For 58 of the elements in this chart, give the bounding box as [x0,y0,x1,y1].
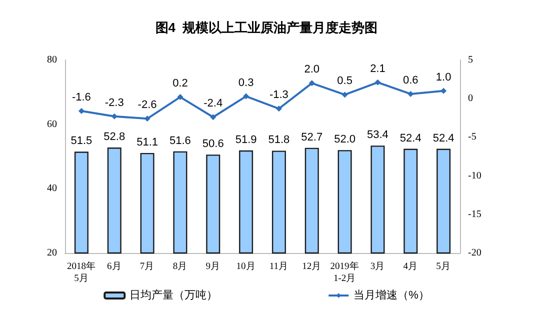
x-tick-label: 7月 [140,261,155,272]
y2-tick-label: -15 [468,208,482,220]
y2-tick-label: 5 [468,54,473,66]
y-tick-label: 60 [47,118,57,130]
point [440,88,447,94]
x-tick-label: 10月 [236,261,256,272]
data-label: 50.6 [202,138,224,150]
x-tick-label: 9月 [206,261,220,272]
data-label: 52.4 [432,132,454,144]
chart-title: 图4 规模以上工业原油产量月度走势图 [155,20,378,35]
y-tick-label: 20 [47,248,57,258]
point [308,80,315,86]
x-tick-label: 6月 [107,261,122,272]
data-label: 2.0 [304,64,320,76]
data-label: 0.3 [238,76,254,89]
data-label: 51.8 [268,134,290,146]
legend-label: 当月增速（%） [354,288,430,302]
data-label: 53.4 [366,129,388,142]
y2-tick-label: 0 [468,93,473,104]
x-tick-label: 2018年 5月 [66,260,96,284]
x-tick-label: 11月 [269,261,289,272]
x-tick-label: 4月 [403,261,418,272]
data-label: 51.9 [235,134,257,146]
x-tick-label: 8月 [172,261,188,272]
data-label: 1.0 [436,71,452,84]
data-label: 52.8 [104,130,126,143]
data-label: 52.4 [400,132,422,144]
point [374,79,381,86]
y2-tick-label: -20 [468,248,482,258]
x-tick-label: 2019年 1-2月 [330,260,360,284]
point [78,108,84,114]
data-label: -2.3 [104,96,124,109]
y2-tick-label: -5 [468,132,476,143]
data-label: -1.6 [72,91,91,104]
data-label: -2.6 [138,99,157,112]
point [342,92,348,98]
legend-label: 日均产量（万吨） [130,288,218,302]
data-label: 51.5 [70,135,92,148]
data-label: 2.1 [370,62,386,75]
point [177,94,184,100]
x-tick-label: 3月 [370,261,386,272]
data-label: 0.2 [172,78,188,90]
y2-tick-label: -10 [468,170,482,182]
x-tick-label: 5月 [436,261,451,272]
y-tick-label: 80 [47,54,57,66]
data-label: -1.3 [269,89,288,102]
point [276,106,282,112]
data-label: 0.6 [402,74,418,86]
data-label: 51.6 [169,134,191,147]
x-tick-label: 12月 [302,261,322,272]
data-label: 52.0 [334,134,356,146]
data-label: 0.5 [337,75,352,88]
point [243,93,250,100]
data-label: -2.4 [204,98,223,110]
point [210,114,216,120]
y-tick-label: 40 [47,183,57,194]
data-label: 51.1 [136,136,158,148]
data-label: 52.7 [301,131,323,144]
